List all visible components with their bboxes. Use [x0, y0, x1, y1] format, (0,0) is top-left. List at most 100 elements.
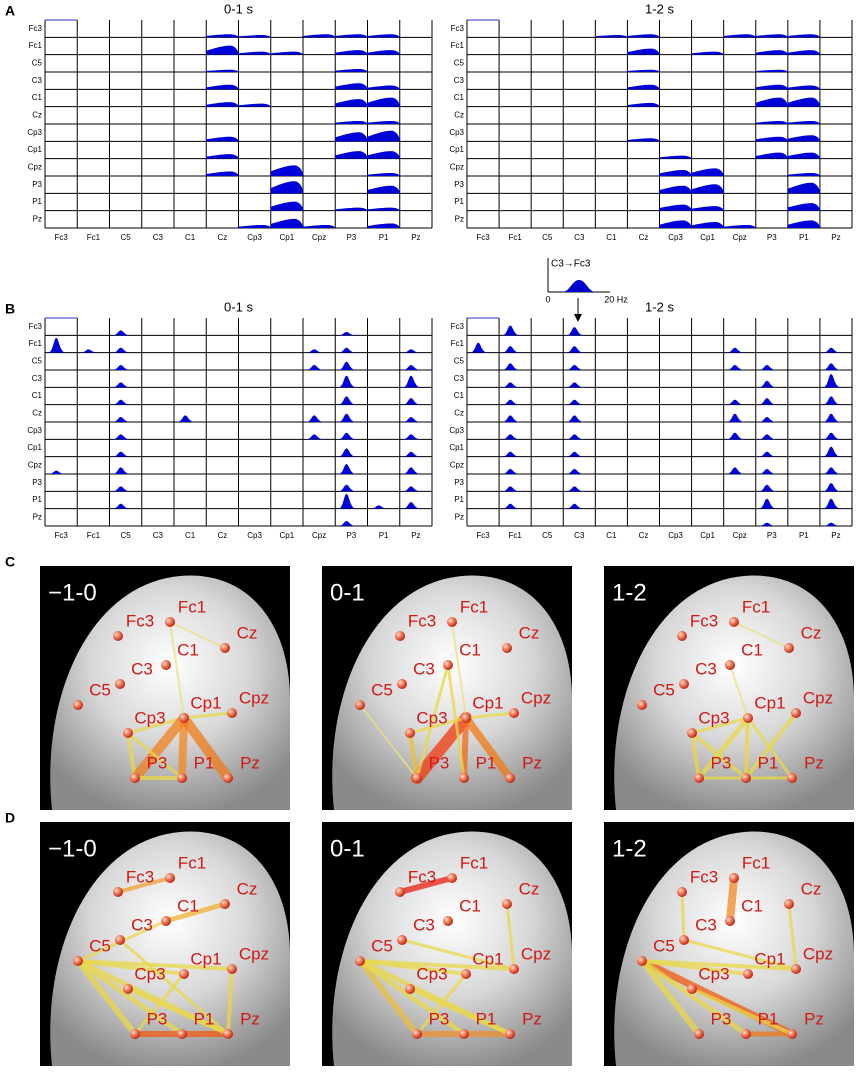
- electrode: [461, 969, 471, 979]
- electrode-label: C3: [413, 659, 435, 678]
- electrode-label: P1: [758, 753, 779, 772]
- row-label: Cz: [454, 408, 464, 417]
- electrode-label: Cp3: [416, 708, 447, 727]
- spectrum: [566, 503, 585, 509]
- electrode: [687, 984, 697, 994]
- spectrum: [659, 155, 692, 159]
- electrode-label: P1: [194, 1009, 215, 1028]
- spectrum: [755, 120, 788, 124]
- spectrum: [112, 503, 131, 509]
- spectrum: [402, 451, 421, 457]
- spectrum: [566, 382, 585, 388]
- row-label: C1: [454, 93, 465, 102]
- connection: [787, 902, 798, 971]
- time-label: −1-0: [48, 835, 97, 862]
- spectrum: [758, 498, 777, 509]
- spectrum: [758, 469, 777, 474]
- row-label: P1: [32, 197, 42, 206]
- spectrum: [659, 204, 692, 211]
- spectrum: [627, 84, 660, 90]
- col-label: P3: [346, 531, 356, 540]
- spectrum: [726, 413, 745, 422]
- electrode: [509, 708, 519, 718]
- row-label: Cp1: [27, 443, 42, 452]
- spectrum: [335, 99, 368, 107]
- electrode-label: Cp1: [754, 693, 785, 712]
- col-label: Cp1: [280, 531, 295, 540]
- spectrum: [206, 69, 239, 72]
- connection: [639, 958, 749, 1037]
- spectrum: [367, 50, 400, 55]
- spectrum: [755, 152, 788, 159]
- electrode: [784, 643, 794, 653]
- col-label: C3: [574, 233, 585, 242]
- spectrum: [402, 434, 421, 440]
- col-label: Fc1: [508, 531, 522, 540]
- spectrum: [402, 502, 421, 509]
- spectrum: [338, 413, 357, 422]
- electrode: [412, 773, 422, 783]
- spectrum: [238, 224, 271, 228]
- electrode: [694, 1029, 704, 1039]
- spectrum: [335, 68, 368, 72]
- col-label: Fc3: [476, 531, 490, 540]
- electrode-label: Cp1: [754, 949, 785, 968]
- spectrum: [566, 327, 585, 336]
- col-label: Cp3: [668, 531, 683, 540]
- spectrum: [595, 35, 628, 38]
- row-label: Cp1: [449, 443, 464, 452]
- electrode-label: C5: [371, 680, 393, 699]
- electrode-label: Cp1: [472, 949, 503, 968]
- electrode-label: C1: [741, 896, 763, 915]
- spectrum: [206, 45, 239, 55]
- electrode-label: Cp3: [134, 964, 165, 983]
- col-label: Cpz: [733, 233, 747, 242]
- electrode: [505, 1029, 515, 1039]
- row-label: Fc3: [29, 322, 43, 331]
- spectrum: [335, 151, 368, 159]
- spectrum: [823, 483, 841, 492]
- electrode: [447, 873, 457, 883]
- electrode: [741, 773, 751, 783]
- spectrum: [755, 69, 788, 72]
- spectrum: [659, 169, 692, 176]
- electrode-label: P1: [476, 1009, 497, 1028]
- electrode-label: P3: [147, 753, 168, 772]
- spectrum: [270, 51, 303, 55]
- connection: [415, 663, 450, 780]
- row-label: C1: [32, 391, 43, 400]
- row-label: C5: [32, 58, 43, 67]
- electrode-label: C1: [177, 896, 199, 915]
- spectrum: [112, 417, 131, 422]
- electrode-label: Fc3: [690, 611, 718, 630]
- arrow-head: [574, 314, 582, 322]
- grid-title: 1-2 s: [645, 299, 674, 314]
- electrode: [397, 679, 407, 689]
- connection: [446, 663, 466, 780]
- col-label: Cz: [217, 531, 227, 540]
- col-label: Fc3: [54, 531, 68, 540]
- time-label: 0-1: [330, 835, 365, 862]
- col-label: C3: [153, 531, 164, 540]
- spectrum: [206, 102, 239, 107]
- connection: [400, 938, 516, 971]
- panel-label: C: [5, 554, 15, 570]
- electrode: [113, 631, 123, 641]
- col-label: C3: [574, 531, 585, 540]
- spectrum: [758, 398, 777, 405]
- row-label: C3: [454, 374, 465, 383]
- connection: [726, 874, 738, 925]
- panel-label: B: [5, 301, 15, 317]
- spectrum: [402, 486, 421, 492]
- spectrum: [787, 135, 820, 142]
- col-label: Fc3: [476, 233, 490, 242]
- spectrum: [726, 347, 745, 353]
- electrode: [502, 643, 512, 653]
- spectrum: [338, 396, 357, 405]
- electrode: [729, 617, 739, 627]
- electrode: [123, 984, 133, 994]
- electrode-label: P3: [711, 1009, 732, 1028]
- electrode-label: P1: [194, 753, 215, 772]
- col-label: C1: [606, 531, 617, 540]
- head-map: Fc3 Fc1 C5 C3 C1 Cz Cp3 Cp1 Cpz P3 P1 Pz −1-0: [40, 566, 291, 810]
